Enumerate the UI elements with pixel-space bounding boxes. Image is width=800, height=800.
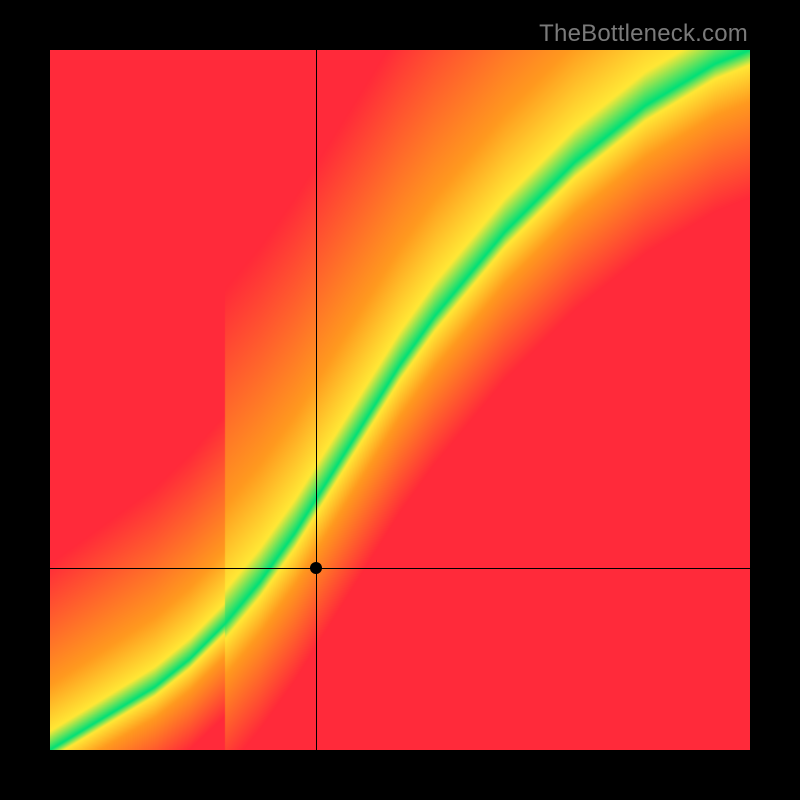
heatmap-plot <box>50 50 750 750</box>
crosshair-dot <box>310 562 322 574</box>
heatmap-canvas <box>50 50 750 750</box>
crosshair-vertical <box>316 50 317 750</box>
chart-frame: TheBottleneck.com <box>0 0 800 800</box>
crosshair-horizontal <box>50 568 750 569</box>
watermark-text: TheBottleneck.com <box>539 20 748 48</box>
